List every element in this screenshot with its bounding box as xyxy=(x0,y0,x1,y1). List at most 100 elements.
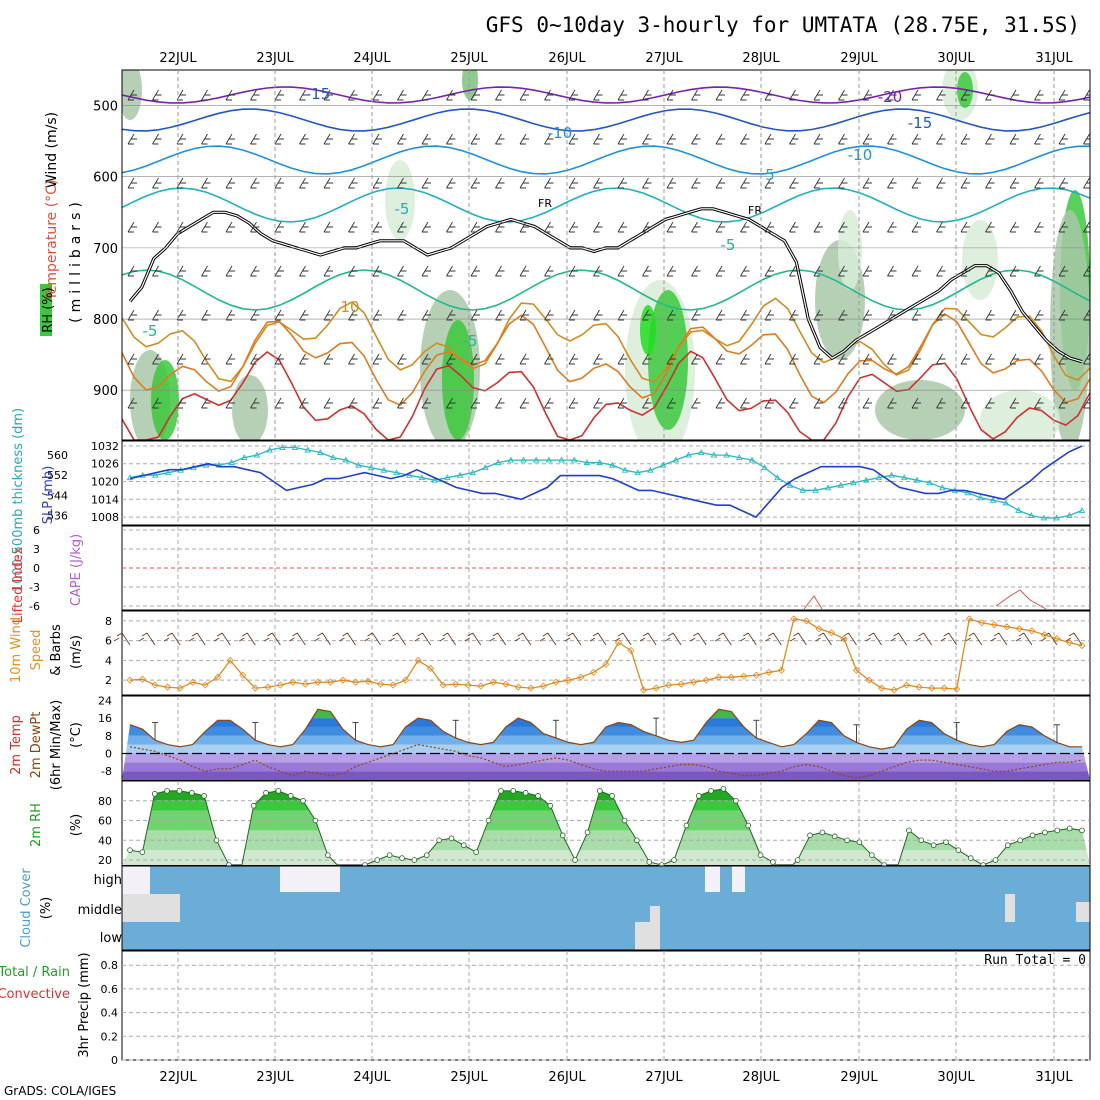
upper-wind-label: Wind (m/s) xyxy=(44,112,60,188)
wind-barb xyxy=(1034,221,1044,233)
rh-marker xyxy=(831,833,838,840)
wind10m-barb xyxy=(965,632,983,646)
wind-barb xyxy=(152,309,162,321)
thickness-marker xyxy=(152,471,159,478)
thickness-marker xyxy=(723,451,730,458)
rh-marker xyxy=(325,852,331,858)
wind-barb xyxy=(470,221,480,233)
wind-barb xyxy=(299,133,309,145)
wind10m-speed-marker xyxy=(715,673,723,681)
wind10m-frame xyxy=(121,610,1091,696)
thickness-tick-label: 552 xyxy=(47,469,68,482)
wind-barb xyxy=(470,265,480,277)
wind-barb xyxy=(715,133,725,145)
thickness-marker xyxy=(228,459,235,466)
wind-barb xyxy=(691,177,701,189)
wind-barb xyxy=(593,221,603,233)
rh-marker xyxy=(807,832,813,839)
cloud-gap xyxy=(122,894,180,922)
wind10m-speed-marker xyxy=(752,671,760,679)
wind-barb xyxy=(1034,177,1044,189)
wind-barb xyxy=(642,265,652,277)
wind-barb xyxy=(274,221,284,233)
wind10m-speed-marker xyxy=(940,684,948,692)
wind-barb xyxy=(544,221,554,233)
wind-barb xyxy=(813,309,823,321)
thickness-marker xyxy=(253,451,261,458)
wind-barb xyxy=(519,397,529,409)
wind10m-barb xyxy=(740,632,757,646)
wind-barb xyxy=(568,221,578,233)
rh2m-label: 2m RH xyxy=(29,803,44,847)
wind-barb xyxy=(1009,221,1019,233)
thickness-marker xyxy=(647,466,654,473)
thickness-marker xyxy=(850,479,857,486)
rh-marker xyxy=(1005,842,1011,849)
rh-marker xyxy=(1042,829,1048,836)
wind-barb xyxy=(519,177,529,189)
temp-band xyxy=(122,744,1090,754)
isotherm-label: FR xyxy=(748,204,762,217)
wind-barb xyxy=(495,309,505,321)
wind-barb xyxy=(813,397,823,409)
wind10m-speed-marker xyxy=(727,673,735,681)
wind-barb xyxy=(936,309,946,321)
rh-marker xyxy=(510,788,517,794)
wind-tick-label: 2 xyxy=(105,674,112,687)
wind10m-speed-marker xyxy=(1003,623,1011,631)
date-axis: 22JUL 22JUL 23JUL 23JUL 24JUL 24JUL 25JUL 25JUL… xyxy=(159,51,1073,1085)
wind-barb xyxy=(299,353,309,365)
wind10m-speed-marker xyxy=(201,681,209,689)
wind-barb xyxy=(299,177,309,189)
thickness-marker xyxy=(1066,512,1073,518)
wind10m-barb xyxy=(689,632,707,646)
wind-barb xyxy=(568,353,578,365)
wind-barb xyxy=(838,397,848,409)
thickness-marker xyxy=(824,484,832,491)
thickness-marker xyxy=(596,459,603,466)
wind-barb xyxy=(1009,177,1019,189)
upper-air-panel: 500 600 700 800 900 -20 -15 -15 -10 -10 -5 -5 -5 -5 5 1… xyxy=(40,69,1091,441)
wind-barb xyxy=(789,309,799,321)
rh2m-unit-label: (%) xyxy=(69,814,84,837)
precip-tick-label: 0.8 xyxy=(101,959,119,972)
wind-tick-label: 4 xyxy=(105,654,112,667)
cloud-fill xyxy=(122,866,1090,950)
rh-band xyxy=(122,800,1090,811)
thickness-marker xyxy=(774,474,781,481)
wind-barb xyxy=(201,309,211,321)
wind10m-speed-marker xyxy=(1053,635,1061,643)
temp-band xyxy=(122,771,1090,780)
wind-barb xyxy=(1009,89,1019,101)
wind-barb xyxy=(862,265,872,277)
isotherm-label: -5 xyxy=(721,236,736,254)
wind10m-speed-marker xyxy=(301,680,309,688)
wind10m-barb xyxy=(815,632,832,646)
wind10m-speed-marker xyxy=(527,684,535,692)
cloud-level-label: middle xyxy=(78,903,122,918)
wind-barb xyxy=(887,265,897,277)
rh-marker xyxy=(1054,827,1061,834)
thickness-marker xyxy=(926,479,933,486)
wind10m-speed-marker xyxy=(690,678,698,686)
rh-marker xyxy=(423,852,430,858)
wind-barb xyxy=(862,397,872,409)
wind-barb xyxy=(250,133,260,145)
wind-barb xyxy=(274,309,284,321)
rh-marker xyxy=(683,822,690,829)
temp-band xyxy=(122,753,1090,763)
rh-blob xyxy=(640,305,656,355)
wind-barb xyxy=(421,89,431,101)
wind-barb xyxy=(617,221,627,233)
wind-barb xyxy=(1058,133,1068,145)
wind-barb xyxy=(225,89,235,101)
wind-barb xyxy=(250,89,260,101)
wind-barb xyxy=(936,265,946,277)
wind-barb xyxy=(201,353,211,365)
wind-barb xyxy=(911,265,921,277)
wind10m-unit-label: (m/s) xyxy=(69,635,84,669)
wind-barb xyxy=(666,397,676,409)
wind-barb xyxy=(274,397,284,409)
thickness-marker xyxy=(888,471,895,478)
